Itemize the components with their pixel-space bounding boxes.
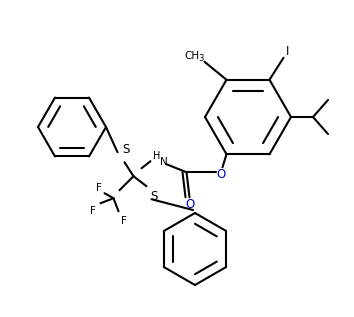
Text: 3: 3 [198,54,203,63]
Text: CH: CH [184,51,199,61]
Text: O: O [186,198,195,211]
Text: S: S [150,190,157,203]
Text: O: O [217,168,226,181]
Text: S: S [122,143,129,156]
Text: H: H [153,151,160,161]
Text: F: F [90,206,96,216]
Text: I: I [286,45,289,58]
Text: F: F [121,216,126,226]
Text: N: N [160,157,167,167]
Text: F: F [96,183,102,193]
